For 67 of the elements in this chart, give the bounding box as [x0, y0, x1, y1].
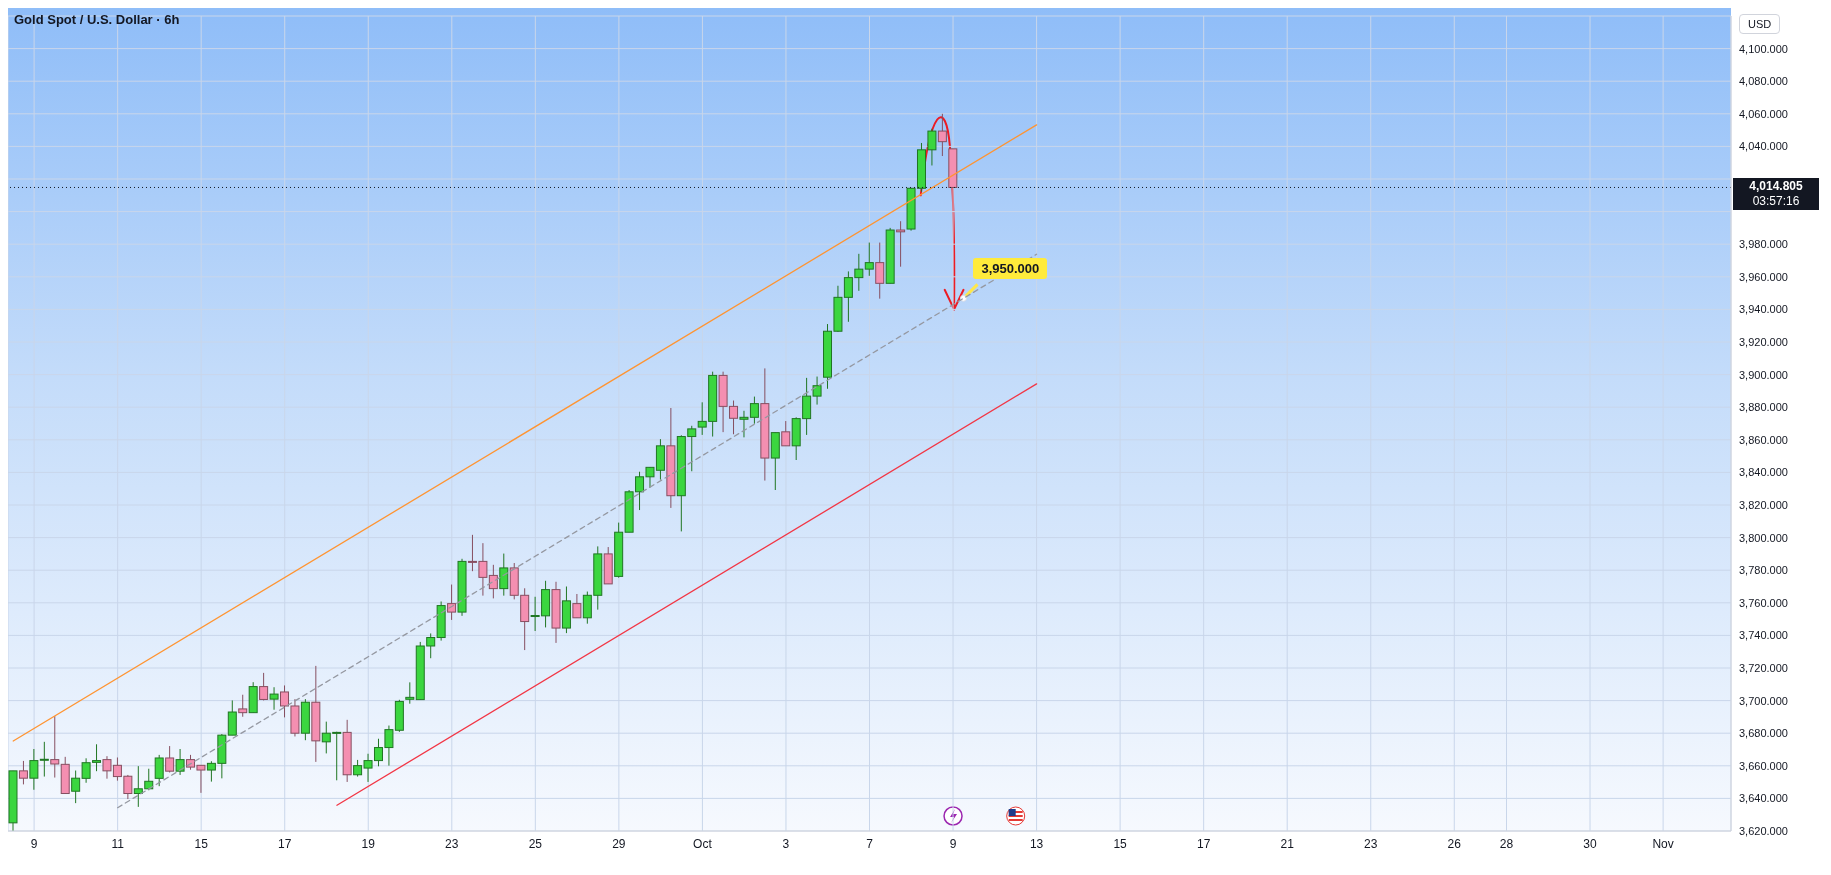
- x-tick-label: 26: [1447, 836, 1462, 851]
- y-tick-label: 3,900.000: [1739, 368, 1788, 381]
- candlestick: [154, 754, 164, 787]
- y-tick-label: 3,680.000: [1739, 727, 1788, 740]
- x-tick-label: 28: [1499, 836, 1514, 851]
- x-tick-label: 23: [1364, 836, 1378, 851]
- x-tick-label: 17: [278, 836, 292, 851]
- y-tick-label: 3,740.000: [1739, 629, 1788, 642]
- y-tick-label: 4,100.000: [1739, 42, 1788, 55]
- candlestick: [238, 694, 248, 718]
- x-tick-label: 11: [111, 836, 125, 851]
- candlestick: [50, 715, 60, 779]
- ref-line-label: 4,014.805: [1748, 179, 1804, 195]
- x-tick-label: 30: [1583, 836, 1598, 851]
- candlestick: [875, 242, 885, 300]
- x-tick-label: 15: [1113, 836, 1128, 851]
- y-tick-label: 4,040.000: [1739, 140, 1788, 153]
- y-tick-label: 3,640.000: [1739, 792, 1788, 805]
- text: USD: [1739, 14, 1781, 34]
- x-tick-label: 17: [1196, 836, 1211, 851]
- candlestick: [781, 420, 791, 447]
- y-tick-label: 4,060.000: [1739, 107, 1788, 120]
- y-tick-label: 3,880.000: [1739, 401, 1788, 414]
- chart-title: Gold Spot / U.S. Dollar · 6h: [14, 12, 180, 27]
- x-tick-label: 21: [1280, 836, 1295, 851]
- candlestick: [259, 672, 269, 701]
- x-tick-label: 7: [866, 836, 874, 851]
- candlestick: [447, 584, 457, 621]
- y-tick-label: 3,920.000: [1739, 335, 1788, 348]
- y-tick-label: 3,780.000: [1739, 564, 1788, 577]
- annotation: 3,950.000: [973, 258, 1048, 280]
- candlestick: [18, 760, 28, 785]
- x-tick-label: 23: [445, 836, 459, 851]
- y-tick-label: 3,860.000: [1739, 433, 1788, 446]
- x-tick-label: 9: [949, 836, 957, 851]
- candlestick: [227, 699, 237, 736]
- x-tick-label: 25: [528, 836, 543, 851]
- y-tick-label: 3,840.000: [1739, 466, 1788, 479]
- y-tick-label: 3,660.000: [1739, 759, 1788, 772]
- x-tick-label: Nov: [1652, 836, 1674, 851]
- candlestick: [175, 748, 185, 776]
- x-tick-label: 13: [1029, 836, 1044, 851]
- candlestick: [572, 593, 582, 619]
- candlestick: [937, 113, 947, 157]
- x-tick-label: 29: [612, 836, 626, 851]
- candlestick: [896, 220, 906, 268]
- candlestick: [499, 553, 509, 597]
- y-tick-label: 3,940.000: [1739, 303, 1788, 316]
- y-tick-label: 3,980.000: [1739, 238, 1788, 251]
- candlestick: [864, 242, 874, 277]
- y-tick-label: 3,720.000: [1739, 661, 1788, 674]
- candlestick: [269, 686, 279, 711]
- y-tick-label: 3,820.000: [1739, 498, 1788, 511]
- x-tick-label: 19: [361, 836, 376, 851]
- candlestick: [165, 745, 175, 773]
- candlestick: [405, 681, 415, 705]
- x-tick-label: 3: [782, 836, 790, 851]
- y-tick-label: 4,080.000: [1739, 75, 1788, 88]
- x-tick-label: 9: [30, 836, 38, 851]
- text: 03:57:16: [1751, 194, 1801, 210]
- x-tick-label: Oct: [693, 836, 713, 851]
- y-tick-label: 3,800.000: [1739, 531, 1788, 544]
- x-tick-label: 15: [194, 836, 209, 851]
- y-tick-label: 3,620.000: [1739, 824, 1788, 837]
- y-tick-label: 3,760.000: [1739, 596, 1788, 609]
- y-tick-label: 3,700.000: [1739, 694, 1788, 707]
- y-tick-label: 3,960.000: [1739, 270, 1788, 283]
